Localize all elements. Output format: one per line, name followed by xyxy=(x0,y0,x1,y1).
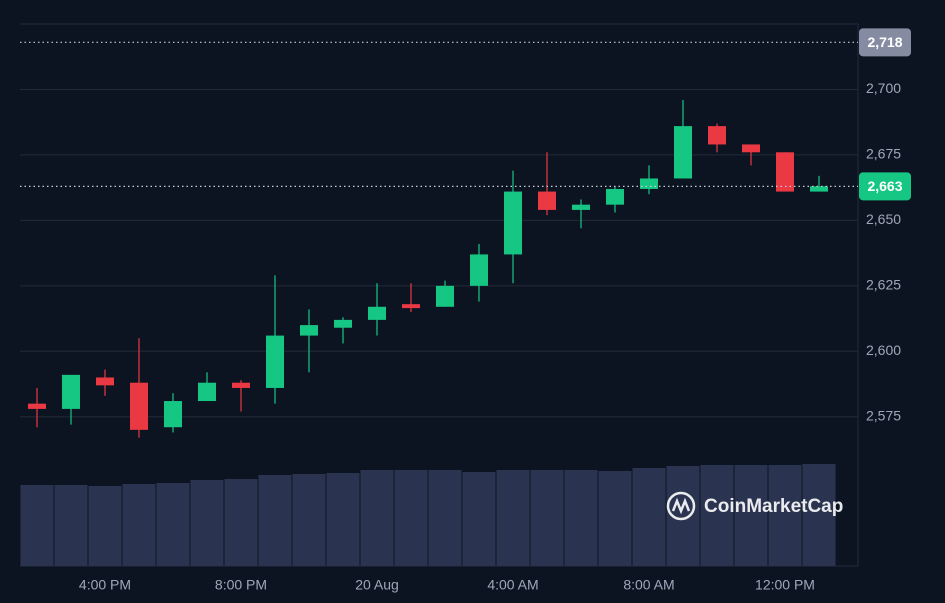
candle-body xyxy=(198,382,216,402)
x-tick-label: 4:00 AM xyxy=(487,577,538,593)
candle-body xyxy=(470,254,488,286)
volume-bar xyxy=(700,465,734,566)
candle-body xyxy=(708,126,726,145)
volume-bar xyxy=(462,472,496,566)
watermark-logo xyxy=(666,491,696,521)
candle-body xyxy=(538,191,556,210)
candle-body xyxy=(810,186,828,192)
price-marker-label: 2,663 xyxy=(867,178,902,194)
volume-bar xyxy=(156,483,190,566)
candle-body xyxy=(572,204,590,210)
y-tick-label: 2,675 xyxy=(866,146,901,162)
volume-bar xyxy=(530,470,564,566)
volume-bar xyxy=(258,475,292,566)
volume-bar xyxy=(88,486,122,566)
volume-bar xyxy=(632,468,666,566)
x-tick-label: 4:00 PM xyxy=(79,577,131,593)
volume-bar xyxy=(598,471,632,566)
volume-bar xyxy=(428,470,462,566)
candle-body xyxy=(266,335,284,388)
candle-body xyxy=(504,191,522,255)
candle-body xyxy=(776,152,794,192)
volume-bar xyxy=(802,464,836,566)
y-tick-label: 2,625 xyxy=(866,277,901,293)
volume-bar xyxy=(20,485,54,566)
volume-bar xyxy=(224,479,258,566)
y-tick-label: 2,650 xyxy=(866,211,901,227)
candle-body xyxy=(640,178,658,189)
price-marker-badge xyxy=(859,28,911,57)
candle-body xyxy=(96,377,114,386)
y-tick-label: 2,700 xyxy=(866,80,901,96)
candle-body xyxy=(368,306,386,320)
volume-bar xyxy=(54,485,88,566)
volume-bar xyxy=(564,470,598,566)
candle-body xyxy=(742,144,760,153)
volume-bar xyxy=(292,474,326,566)
watermark: CoinMarketCap xyxy=(666,491,843,521)
candle-body xyxy=(62,374,80,409)
candle-body xyxy=(232,382,250,388)
x-tick-label: 8:00 AM xyxy=(623,577,674,593)
volume-bar xyxy=(190,480,224,566)
candle-body xyxy=(334,319,352,328)
candle-body xyxy=(606,188,624,205)
price-marker-label: 2,718 xyxy=(867,34,902,50)
candle-body xyxy=(130,382,148,430)
price-marker-badge xyxy=(859,172,911,201)
y-tick-label: 2,600 xyxy=(866,342,901,358)
x-tick-label: 20 Aug xyxy=(355,577,399,593)
x-tick-label: 12:00 PM xyxy=(755,577,815,593)
volume-bar xyxy=(768,465,802,566)
candle-body xyxy=(164,401,182,428)
volume-bar xyxy=(360,470,394,566)
watermark-text: CoinMarketCap xyxy=(704,496,843,517)
volume-bar xyxy=(734,465,768,566)
candle-body xyxy=(28,403,46,409)
candle-body xyxy=(300,325,318,336)
x-tick-label: 8:00 PM xyxy=(215,577,267,593)
candle-body xyxy=(674,126,692,179)
volume-bar xyxy=(496,470,530,566)
candle-body xyxy=(436,285,454,307)
watermark-logo xyxy=(671,497,691,515)
candle-body xyxy=(402,304,420,309)
volume-bar xyxy=(122,484,156,566)
y-tick-label: 2,575 xyxy=(866,407,901,423)
volume-bar xyxy=(394,470,428,566)
volume-bar xyxy=(326,473,360,566)
